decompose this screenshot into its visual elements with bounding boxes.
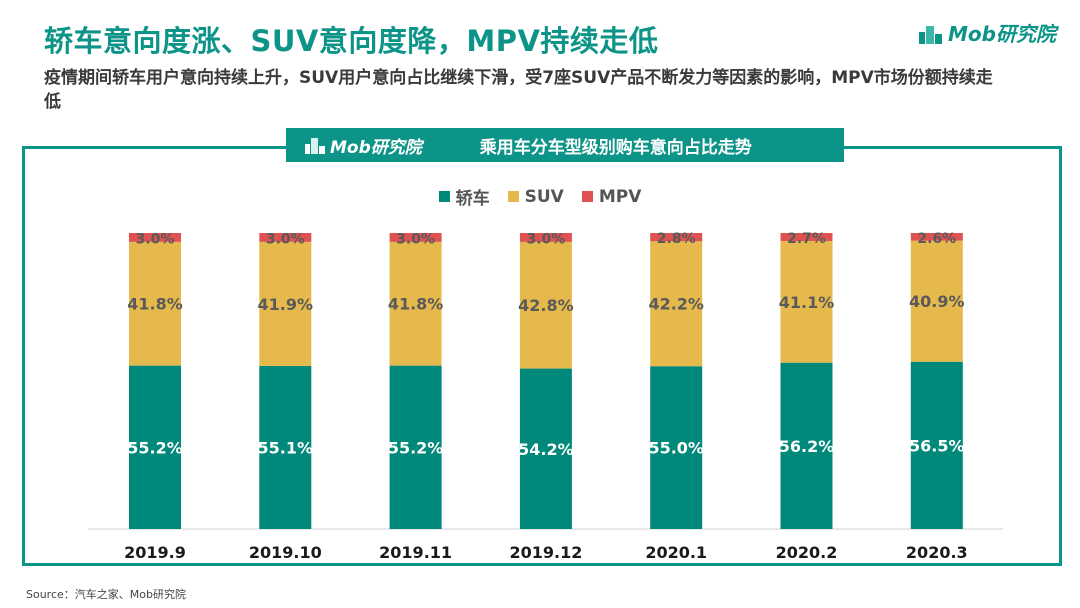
data-label-mpv: 2.8% (657, 231, 696, 247)
building-icon (919, 25, 943, 44)
data-label-sedan: 54.2% (518, 440, 574, 459)
data-label-suv: 41.8% (127, 295, 183, 314)
building-icon (305, 138, 325, 154)
x-tick-label: 2019.10 (249, 543, 322, 562)
data-label-mpv: 3.0% (266, 231, 305, 247)
bar-segment-sedan (780, 362, 833, 529)
bar-segment-mpv (650, 233, 703, 242)
bar-segment-mpv (910, 233, 963, 241)
bar-segment-suv (650, 241, 703, 367)
data-label-mpv: 2.7% (787, 231, 826, 247)
logo-text: Mob研究院 (948, 22, 1056, 46)
legend-swatch-suv (507, 191, 519, 202)
data-label-mpv: 2.6% (917, 231, 956, 247)
x-tick-label: 2020.3 (906, 543, 968, 562)
chart-title: 乘用车分车型级别购车意向占比走势 (479, 137, 752, 158)
data-label-sedan: 55.2% (388, 438, 444, 457)
x-tick-label: 2019.12 (509, 543, 582, 562)
data-label-suv: 40.9% (909, 292, 965, 311)
bar-segment-suv (910, 240, 963, 362)
bar-segment-mpv (780, 233, 833, 241)
legend-label-mpv: MPV (598, 186, 642, 207)
page-subtitle: 疫情期间轿车用户意向持续上升，SUV用户意向占比继续下滑，受7座SUV产品不断发… (44, 68, 993, 112)
source-note: Source：汽车之家、Mob研究院 (26, 588, 186, 601)
x-tick-label: 2020.2 (776, 543, 838, 562)
banner-logo-text: Mob研究院 (330, 137, 422, 158)
bar-segment-suv (780, 240, 833, 363)
data-label-suv: 41.9% (258, 295, 314, 314)
data-label-suv: 41.8% (388, 295, 444, 314)
data-label-mpv: 3.0% (396, 231, 435, 247)
legend-item-suv: SUV (507, 184, 564, 209)
mob-logo: Mob研究院 (918, 18, 1056, 47)
x-tick-label: 2020.1 (645, 543, 707, 562)
legend-item-mpv: MPV (581, 184, 642, 209)
bar-segment-sedan (389, 365, 442, 529)
legend-item-sedan: 轿车 (438, 184, 490, 209)
x-tick-label: 2019.9 (124, 543, 186, 562)
bar-segment-mpv (389, 233, 442, 242)
data-label-mpv: 3.0% (136, 231, 175, 247)
bar-segment-suv (259, 241, 312, 366)
legend-swatch-sedan (438, 191, 450, 202)
data-label-mpv: 3.0% (526, 231, 565, 247)
data-label-sedan: 56.2% (779, 437, 835, 456)
banner-logo: Mob研究院 (304, 133, 422, 158)
bar-segment-mpv (129, 233, 181, 242)
bar-segment-sedan (259, 365, 312, 529)
legend-swatch-mpv (581, 191, 593, 202)
bar-segment-sedan (519, 368, 572, 529)
bar-segment-sedan (129, 365, 181, 529)
data-label-sedan: 55.1% (258, 438, 314, 457)
x-tick-label: 2019.11 (379, 543, 452, 562)
bar-segment-sedan (650, 366, 703, 529)
data-label-suv: 42.8% (518, 296, 574, 315)
chart-legend: 轿车 SUV MPV (0, 184, 1080, 209)
data-label-sedan: 55.0% (648, 439, 704, 458)
bar-segment-mpv (259, 233, 312, 242)
bar-segment-suv (519, 241, 572, 369)
chart-banner: Mob研究院 乘用车分车型级别购车意向占比走势 (286, 128, 844, 162)
bar-segment-suv (129, 241, 181, 366)
bar-segment-suv (389, 241, 442, 366)
legend-label-sedan: 轿车 (455, 189, 490, 209)
data-label-sedan: 55.2% (127, 438, 183, 457)
data-label-sedan: 56.5% (909, 436, 965, 455)
bar-segment-mpv (519, 233, 572, 242)
legend-label-suv: SUV (524, 186, 564, 207)
data-label-suv: 42.2% (648, 295, 704, 314)
page-title: 轿车意向度涨、SUV意向度降，MPV持续走低 (44, 24, 659, 58)
data-label-suv: 41.1% (779, 293, 835, 312)
bar-segment-sedan (910, 361, 963, 529)
